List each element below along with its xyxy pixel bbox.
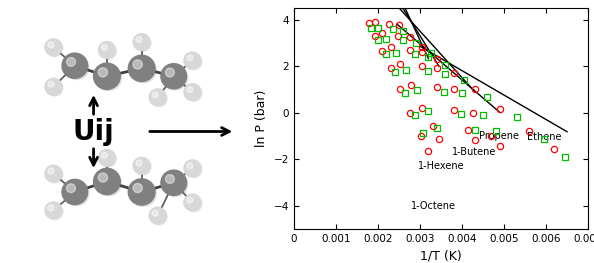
Circle shape [128,179,155,205]
Circle shape [161,170,187,195]
Circle shape [128,55,155,82]
Circle shape [48,42,54,48]
Circle shape [151,90,167,107]
Text: Propene: Propene [479,131,519,141]
Circle shape [184,52,201,69]
Text: 1-Butene: 1-Butene [451,148,496,158]
Circle shape [151,209,167,225]
Circle shape [135,159,151,175]
Circle shape [131,181,156,206]
Circle shape [136,37,142,43]
Text: Uij: Uij [72,118,115,145]
Circle shape [48,205,54,211]
Circle shape [45,78,62,95]
Circle shape [185,85,202,101]
Circle shape [98,68,108,77]
Circle shape [67,184,75,193]
Circle shape [48,81,54,87]
Circle shape [161,64,187,89]
Circle shape [45,39,62,56]
Circle shape [67,58,75,66]
Circle shape [184,194,201,211]
Circle shape [187,55,193,61]
Circle shape [185,161,202,178]
Circle shape [187,197,193,203]
Circle shape [100,43,116,59]
Circle shape [102,152,108,158]
Circle shape [98,173,108,182]
Circle shape [99,149,115,166]
Circle shape [46,167,63,183]
Circle shape [102,44,108,50]
Circle shape [99,42,115,58]
Circle shape [48,168,54,174]
Circle shape [184,160,201,177]
Circle shape [45,165,62,182]
Circle shape [96,171,122,196]
Circle shape [163,173,188,197]
Circle shape [185,54,202,70]
Circle shape [152,210,158,216]
Circle shape [136,160,142,166]
Circle shape [46,41,63,57]
Circle shape [133,34,150,50]
Text: 1-Hexene: 1-Hexene [418,161,465,171]
Circle shape [94,168,121,195]
X-axis label: 1/T (K): 1/T (K) [420,249,462,262]
Circle shape [133,60,143,69]
Circle shape [149,207,166,224]
Circle shape [133,184,143,193]
Circle shape [152,92,158,98]
Y-axis label: ln P (bar): ln P (bar) [255,90,268,147]
Circle shape [46,204,63,220]
Circle shape [100,151,116,167]
Circle shape [185,196,202,212]
Circle shape [62,179,88,205]
Circle shape [165,175,175,183]
Circle shape [133,157,150,174]
Circle shape [46,80,63,96]
Circle shape [165,68,175,77]
Circle shape [65,182,89,206]
Circle shape [96,66,122,91]
Text: Ethene: Ethene [527,132,562,142]
Circle shape [163,66,188,90]
Circle shape [149,89,166,106]
Circle shape [187,163,193,169]
Circle shape [184,84,201,100]
Circle shape [45,202,62,219]
Text: 1-Octene: 1-Octene [411,201,456,211]
Circle shape [65,56,89,80]
Circle shape [135,35,151,51]
Circle shape [131,58,156,83]
Circle shape [94,63,121,89]
Circle shape [62,53,88,78]
Circle shape [187,87,193,93]
